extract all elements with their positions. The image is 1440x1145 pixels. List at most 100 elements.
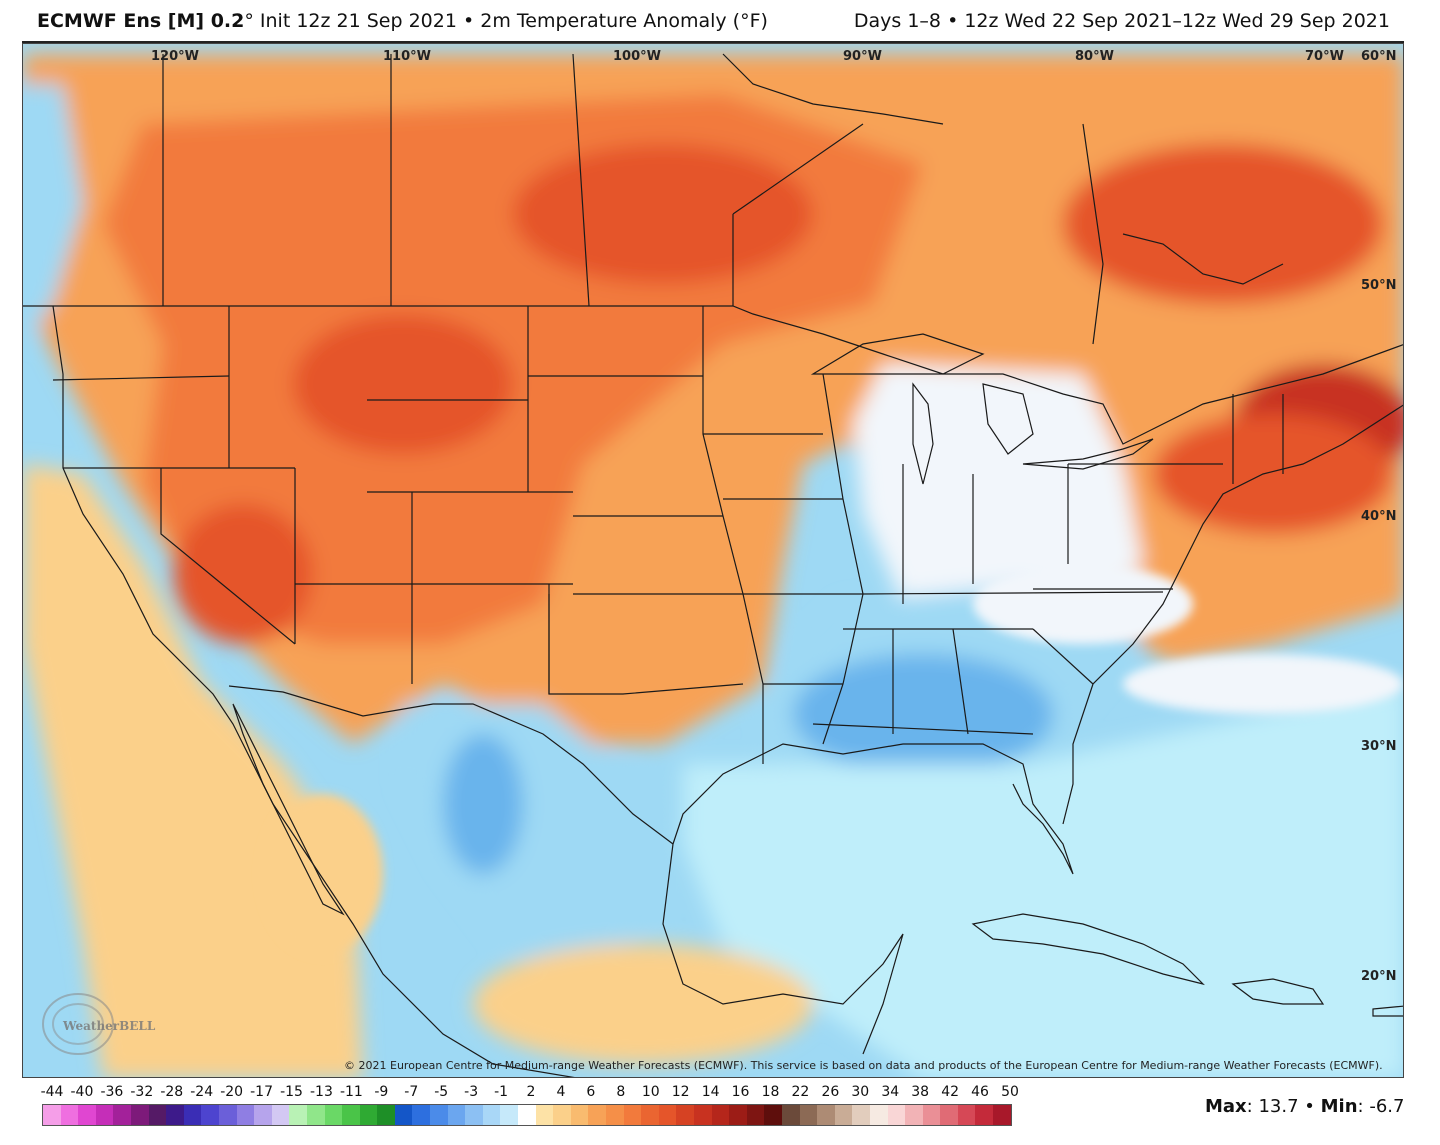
south-mexico-warm-zone: [473, 944, 813, 1064]
scale-swatch: [236, 1105, 255, 1125]
scale-swatch: [975, 1105, 994, 1125]
scale-tick-label: 38: [911, 1084, 930, 1100]
map-panel[interactable]: 120°W 110°W 100°W 90°W 80°W 70°W 60°N 50°N 40°N…: [22, 43, 1404, 1078]
scale-swatch: [289, 1105, 307, 1125]
great-lakes-erie-ontario: [1022, 438, 1154, 470]
scale-tick-label: -24: [190, 1084, 214, 1100]
carolinas-neutral-zone: [973, 564, 1193, 644]
scale-swatch: [887, 1105, 906, 1125]
pacific-cool-zone: [23, 84, 83, 344]
min-label: Min: [1320, 1096, 1358, 1117]
gulf-coast: [672, 743, 1074, 875]
longitude-label: 110°W: [383, 49, 431, 64]
valid-period: Days 1–8 • 12z Wed 22 Sep 2021–12z Wed 2…: [854, 10, 1390, 32]
scale-tick-label: 16: [731, 1084, 750, 1100]
field-name: 2m Temperature Anomaly (°F): [480, 10, 768, 32]
mex-border: [228, 685, 674, 845]
wa-or-border: [52, 375, 230, 381]
latitude-label: 40°N: [1361, 509, 1396, 524]
scale-tick-label: -7: [404, 1084, 419, 1100]
scale-swatch: [535, 1105, 554, 1125]
map-title: ECMWF Ens [M] 0.2° Init 12z 21 Sep 2021 …: [37, 10, 768, 32]
scale-swatch: [570, 1105, 589, 1125]
max-label: Max: [1205, 1096, 1247, 1117]
scale-tick-label: 50: [1001, 1084, 1019, 1100]
sask-manitoba-border: [572, 53, 590, 307]
scale-tick-label: -5: [434, 1084, 449, 1100]
scale-swatch: [148, 1105, 167, 1125]
scale-swatch: [201, 1105, 219, 1125]
scale-tick-label: -36: [100, 1084, 124, 1100]
longitude-labels: 120°W 110°W 100°W 90°W 80°W 70°W 60°N: [151, 49, 1396, 64]
ga-fl-line: [812, 723, 1034, 735]
ga-sc-line: [1032, 628, 1094, 685]
init-time: Init 12z 21 Sep 2021: [259, 10, 457, 32]
scale-swatch: [95, 1105, 114, 1125]
scale-swatch: [922, 1105, 941, 1125]
max-value: 13.7: [1258, 1096, 1299, 1117]
scale-tick-label: 22: [791, 1084, 810, 1100]
color-scale: -44 -40 -36 -32 -28 -24 -20 -17 -15 -13 -11 -9 -7 -5-…: [40, 1084, 1019, 1128]
map-header: ECMWF Ens [M] 0.2° Init 12z 21 Sep 2021 …: [0, 0, 1440, 44]
scale-swatch: [641, 1105, 659, 1125]
longitude-label: 90°W: [843, 49, 882, 64]
ontario-quebec-border: [1082, 123, 1104, 345]
scale-swatch: [905, 1105, 923, 1125]
hispaniola: [1231, 978, 1325, 1005]
scale-tick-label: 6: [586, 1084, 596, 1100]
scale-swatch: [957, 1105, 976, 1125]
scale-swatch: [500, 1105, 519, 1125]
scale-swatch: [852, 1105, 870, 1125]
scale-tick-label: 2: [526, 1084, 536, 1100]
scale-swatch: [834, 1105, 853, 1125]
scale-tick-label: 10: [641, 1084, 660, 1100]
west-coast: [52, 305, 575, 1077]
title-separator: •: [462, 10, 475, 32]
al-ga-line: [952, 628, 969, 735]
scale-swatch: [676, 1105, 694, 1125]
scale-swatch: [166, 1105, 184, 1125]
model-name: ECMWF Ens [M] 0.2: [37, 10, 245, 32]
latitude-label: 30°N: [1361, 739, 1396, 754]
scale-tick-label: 46: [971, 1084, 989, 1100]
scale-swatch: [764, 1105, 782, 1125]
scale-swatch: [447, 1105, 466, 1125]
gulf-caribbean-cool-zone: [683, 684, 1403, 1077]
scale-swatch: [465, 1105, 483, 1125]
max-min-readout: Max: 13.7 • Min: -6.7: [1205, 1096, 1405, 1117]
scale-tick-label: -9: [374, 1084, 389, 1100]
scale-tick-label: 14: [701, 1084, 720, 1100]
great-lakes-neutral-zone: [853, 364, 1143, 624]
scale-swatch: [430, 1105, 448, 1125]
cuba: [971, 913, 1205, 986]
longitude-label: 80°W: [1075, 49, 1114, 64]
scale-swatch: [518, 1105, 536, 1125]
ca-nv-line: [160, 468, 296, 645]
longitude-label: 70°W: [1305, 49, 1344, 64]
scale-tick-label: -44: [40, 1084, 64, 1100]
copyright-notice: © 2021 European Centre for Medium-range …: [344, 1059, 1383, 1072]
scale-tick-label: 12: [671, 1084, 690, 1100]
latitude-label: 20°N: [1361, 969, 1396, 984]
gulf-coast-cool-core: [793, 654, 1053, 774]
scale-tick-label: -40: [70, 1084, 94, 1100]
scale-swatch: [553, 1105, 571, 1125]
scale-tick-label: 42: [941, 1084, 960, 1100]
anomaly-detail: [263, 564, 1403, 954]
period-range: 12z Wed 22 Sep 2021–12z Wed 29 Sep 2021: [964, 10, 1390, 32]
period-separator: •: [947, 10, 959, 32]
manitoba-ontario-border: [732, 123, 864, 306]
anomaly-map[interactable]: 120°W 110°W 100°W 90°W 80°W 70°W 60°N 50°N 40°N…: [23, 44, 1404, 1078]
scale-tick-label: 18: [761, 1084, 780, 1100]
atlantic-coast: [1062, 404, 1403, 825]
scale-swatch: [781, 1105, 800, 1125]
scale-swatch: [43, 1105, 61, 1125]
weatherbell-logo: WeatherBELL: [42, 993, 156, 1055]
scale-swatch: [869, 1105, 888, 1125]
scale-swatch: [729, 1105, 747, 1125]
great-lakes-michigan: [912, 382, 934, 485]
scale-swatch: [271, 1105, 290, 1125]
baja-warm-zone: [263, 794, 383, 954]
scale-tick-labels: -44 -40 -36 -32 -28 -24 -20 -17 -15 -13 -11 -9 -7 -5-…: [40, 1084, 1019, 1102]
scale-tick-label: -1: [494, 1084, 509, 1100]
